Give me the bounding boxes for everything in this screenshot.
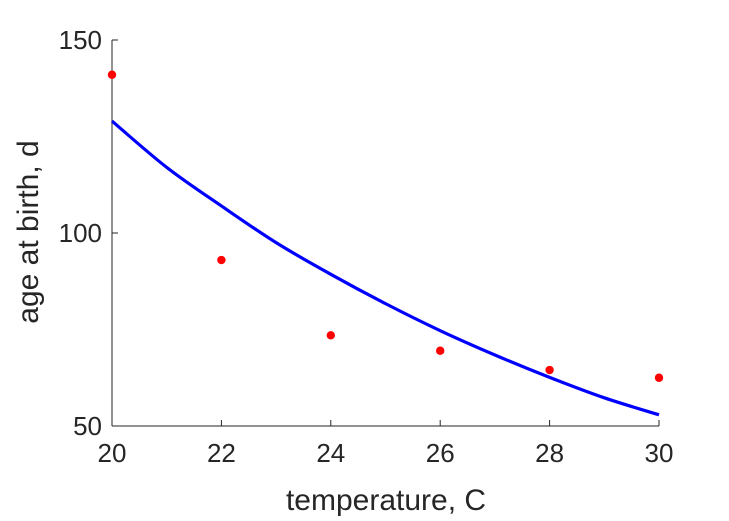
x-axis-label: temperature, C <box>286 484 486 517</box>
x-tick-label: 20 <box>98 438 127 468</box>
x-tick-label: 28 <box>535 438 564 468</box>
x-tick-label: 30 <box>645 438 674 468</box>
y-axis-label: age at birth, d <box>12 140 45 323</box>
data-point <box>326 331 335 340</box>
y-tick-label: 100 <box>59 218 102 248</box>
x-tick-label: 26 <box>426 438 455 468</box>
data-point <box>654 373 664 382</box>
data-point <box>545 365 554 375</box>
series-layer <box>107 70 664 417</box>
data-point <box>107 70 117 79</box>
data-point <box>436 346 445 355</box>
fit-line <box>110 119 660 417</box>
ticks: 20 22 24 26 28 30 50 100 150 <box>59 25 674 468</box>
x-tick-label: 24 <box>316 438 345 468</box>
y-tick-label: 150 <box>59 25 102 55</box>
x-tick-label: 22 <box>207 438 236 468</box>
y-tick-label: 50 <box>73 411 102 441</box>
data-point <box>217 255 226 265</box>
axes <box>111 40 659 427</box>
